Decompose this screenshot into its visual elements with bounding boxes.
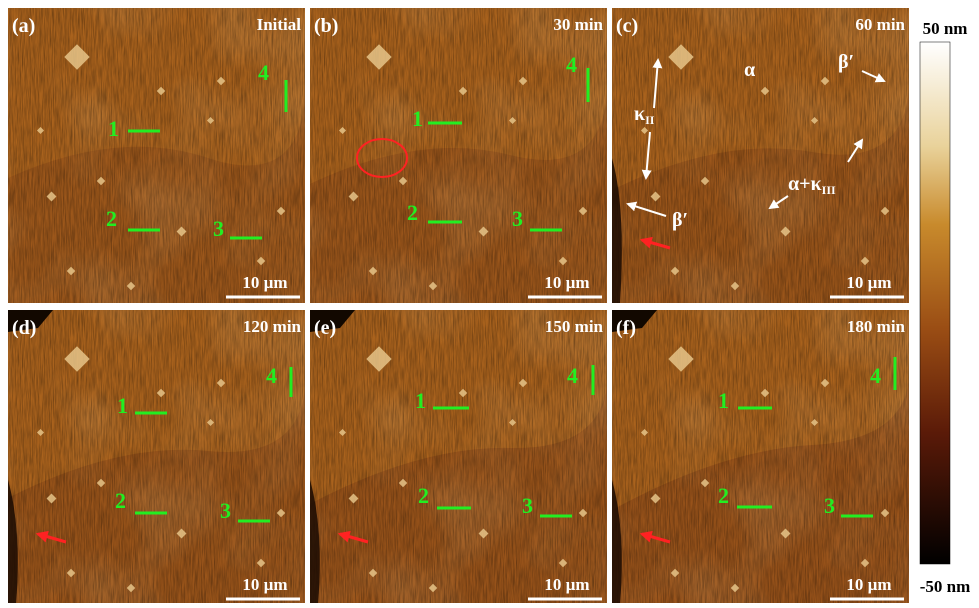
figure: 50 nm -50 nm (a) Initial 10 µm 1 2 3 4 (b) 30 mi… [0,0,979,603]
phase-label: β′ [838,51,854,73]
site-number: 3 [824,493,835,518]
scale-bar-label: 10 µm [846,273,891,292]
site-number: 3 [220,498,231,523]
afm-panel: (d) 120 min 10 µm 1 2 3 4 [8,310,305,603]
phase-subscript: II [645,113,655,127]
site-number: 3 [213,216,224,241]
panel-label: (b) [314,15,338,37]
phase-symbol: κ [634,103,645,125]
site-number: 1 [108,116,119,141]
site-number: 4 [870,363,881,388]
afm-panel: (e) 150 min 10 µm 1 2 3 4 [310,310,607,603]
phase-symbol: β′ [838,51,854,73]
site-number: 3 [512,206,523,231]
panel-label: (e) [314,317,336,339]
surface-noise [8,310,305,603]
site-number: 2 [115,488,126,513]
site-number: 4 [266,363,277,388]
phase-label: α [744,59,755,81]
surface-noise [310,310,607,603]
colorbar-bottom-label: -50 nm [920,577,971,596]
site-number: 1 [412,106,423,131]
site-number: 2 [718,483,729,508]
site-number: 4 [258,60,269,85]
panel-time: 180 min [847,317,906,336]
site-number: 2 [418,483,429,508]
site-number: 1 [718,388,729,413]
panel-label: (d) [12,317,36,339]
afm-panel: (b) 30 min 10 µm 1 2 3 4 [310,8,607,303]
panel-time: 60 min [855,15,905,34]
scale-bar-label: 10 µm [544,273,589,292]
phase-symbol: α [744,59,755,81]
site-number: 2 [106,206,117,231]
panel-label: (c) [616,15,638,37]
panel-time: Initial [257,15,302,34]
scale-bar-label: 10 µm [242,575,287,594]
scale-bar-label: 10 µm [544,575,589,594]
scale-bar-label: 10 µm [242,273,287,292]
site-number: 4 [567,363,578,388]
afm-panel: (f) 180 min 10 µm 1 2 3 4 [612,310,909,603]
phase-subscript: III [822,183,836,197]
phase-symbol: β′ [672,209,688,231]
surface-noise [612,310,909,603]
site-number: 3 [522,493,533,518]
site-number: 1 [415,388,426,413]
site-number: 4 [566,52,577,77]
colorbar-top-label: 50 nm [923,19,968,38]
colorbar [920,42,950,564]
panel-time: 30 min [553,15,603,34]
scale-bar-label: 10 µm [846,575,891,594]
site-number: 2 [407,200,418,225]
afm-panel: (c) 60 min 10 µm α β′ κII α+κIII β′ [612,8,909,303]
phase-label: β′ [672,209,688,231]
panel-time: 150 min [545,317,604,336]
panel-label: (a) [12,15,35,37]
panel-label: (f) [616,317,636,339]
panel-time: 120 min [243,317,302,336]
afm-panel: (a) Initial 10 µm 1 2 3 4 [8,8,305,303]
site-number: 1 [117,393,128,418]
phase-symbol: α+κ [788,173,822,195]
